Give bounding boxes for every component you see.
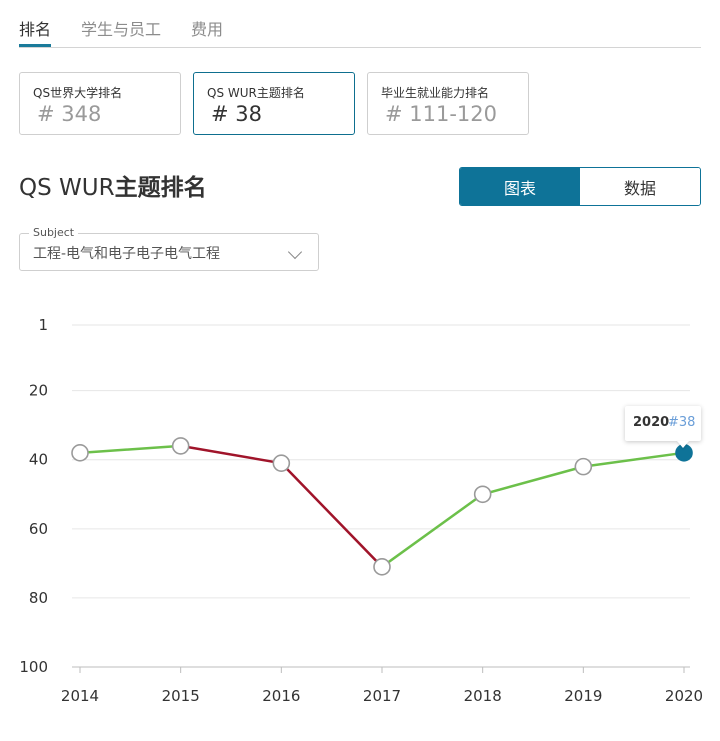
subject-value: 工程-电气和电子电子电气工程 (33, 246, 221, 262)
rank-card-label: QS世界大学排名 (33, 86, 123, 100)
series-segment (582, 451, 686, 468)
chart-tooltip: 2020 #38 (625, 406, 701, 441)
x-tick-label: 2014 (61, 687, 99, 705)
tab-bar: 排名 学生与员工 费用 (19, 0, 701, 48)
x-tick-label: 2017 (363, 687, 401, 705)
y-tick-label: 80 (29, 589, 48, 607)
y-tick-label: 100 (19, 658, 48, 676)
x-tick-label: 2018 (464, 687, 502, 705)
data-point (574, 457, 593, 476)
tab-students-staff[interactable]: 学生与员工 (81, 20, 162, 39)
x-tick-label: 2019 (564, 687, 602, 705)
tab-ranking[interactable]: 排名 (19, 20, 52, 39)
series-segment (78, 444, 182, 455)
rank-card-value: # 38 (211, 102, 262, 126)
ranking-line-chart: 1 20 40 60 80 100 2014 2015 2016 2017 2018 2019 2020 (0, 290, 720, 741)
data-point (171, 437, 190, 455)
section-title-prefix: QS WUR (19, 175, 115, 201)
tooltip-year: 2020 (633, 415, 670, 430)
data-point (373, 558, 391, 576)
y-tick-label: 60 (29, 520, 48, 538)
data-point (473, 485, 492, 504)
series-segment (280, 461, 384, 569)
x-tick-label: 2015 (162, 687, 200, 705)
rank-card-employability[interactable]: 毕业生就业能力排名 # 111-120 (367, 72, 529, 135)
data-view-button[interactable]: 数据 (580, 168, 700, 205)
x-tick-label: 2020 (665, 687, 703, 705)
rank-card-value: # 348 (37, 102, 102, 126)
tooltip-rank: #38 (668, 415, 696, 430)
section-title-main: 主题排名 (114, 175, 207, 201)
subject-legend: Subject (29, 226, 79, 239)
y-tick-label: 1 (38, 316, 48, 334)
y-tick-label: 20 (29, 382, 48, 400)
section-title: QS WUR主题排名 (19, 168, 207, 202)
subject-select[interactable]: Subject 工程-电气和电子电子电气工程 (19, 226, 319, 271)
chart-view-button[interactable]: 图表 (460, 168, 580, 205)
data-point (71, 444, 89, 462)
chart-svg: 1 20 40 60 80 100 2014 2015 2016 2017 2018 2019 2020 (19, 316, 703, 705)
chevron-down-icon (287, 244, 303, 260)
rank-card-world-university[interactable]: QS世界大学排名 # 348 (19, 72, 181, 135)
tab-fees[interactable]: 费用 (191, 20, 224, 39)
rank-card-subject[interactable]: QS WUR主题排名 # 38 (193, 72, 355, 135)
data-point (272, 454, 291, 472)
series-segment (481, 465, 585, 496)
series-segment (179, 444, 283, 465)
rank-card-value: # 111-120 (385, 102, 498, 126)
tooltip-arrow (677, 441, 689, 448)
series-segment (380, 493, 484, 569)
rank-card-label: 毕业生就业能力排名 (381, 86, 490, 100)
x-tick-label: 2016 (262, 687, 300, 705)
view-toggle: 图表 数据 (459, 167, 701, 206)
active-tab-indicator (19, 44, 51, 47)
y-tick-label: 40 (29, 451, 48, 469)
rank-card-label: QS WUR主题排名 (207, 86, 305, 100)
